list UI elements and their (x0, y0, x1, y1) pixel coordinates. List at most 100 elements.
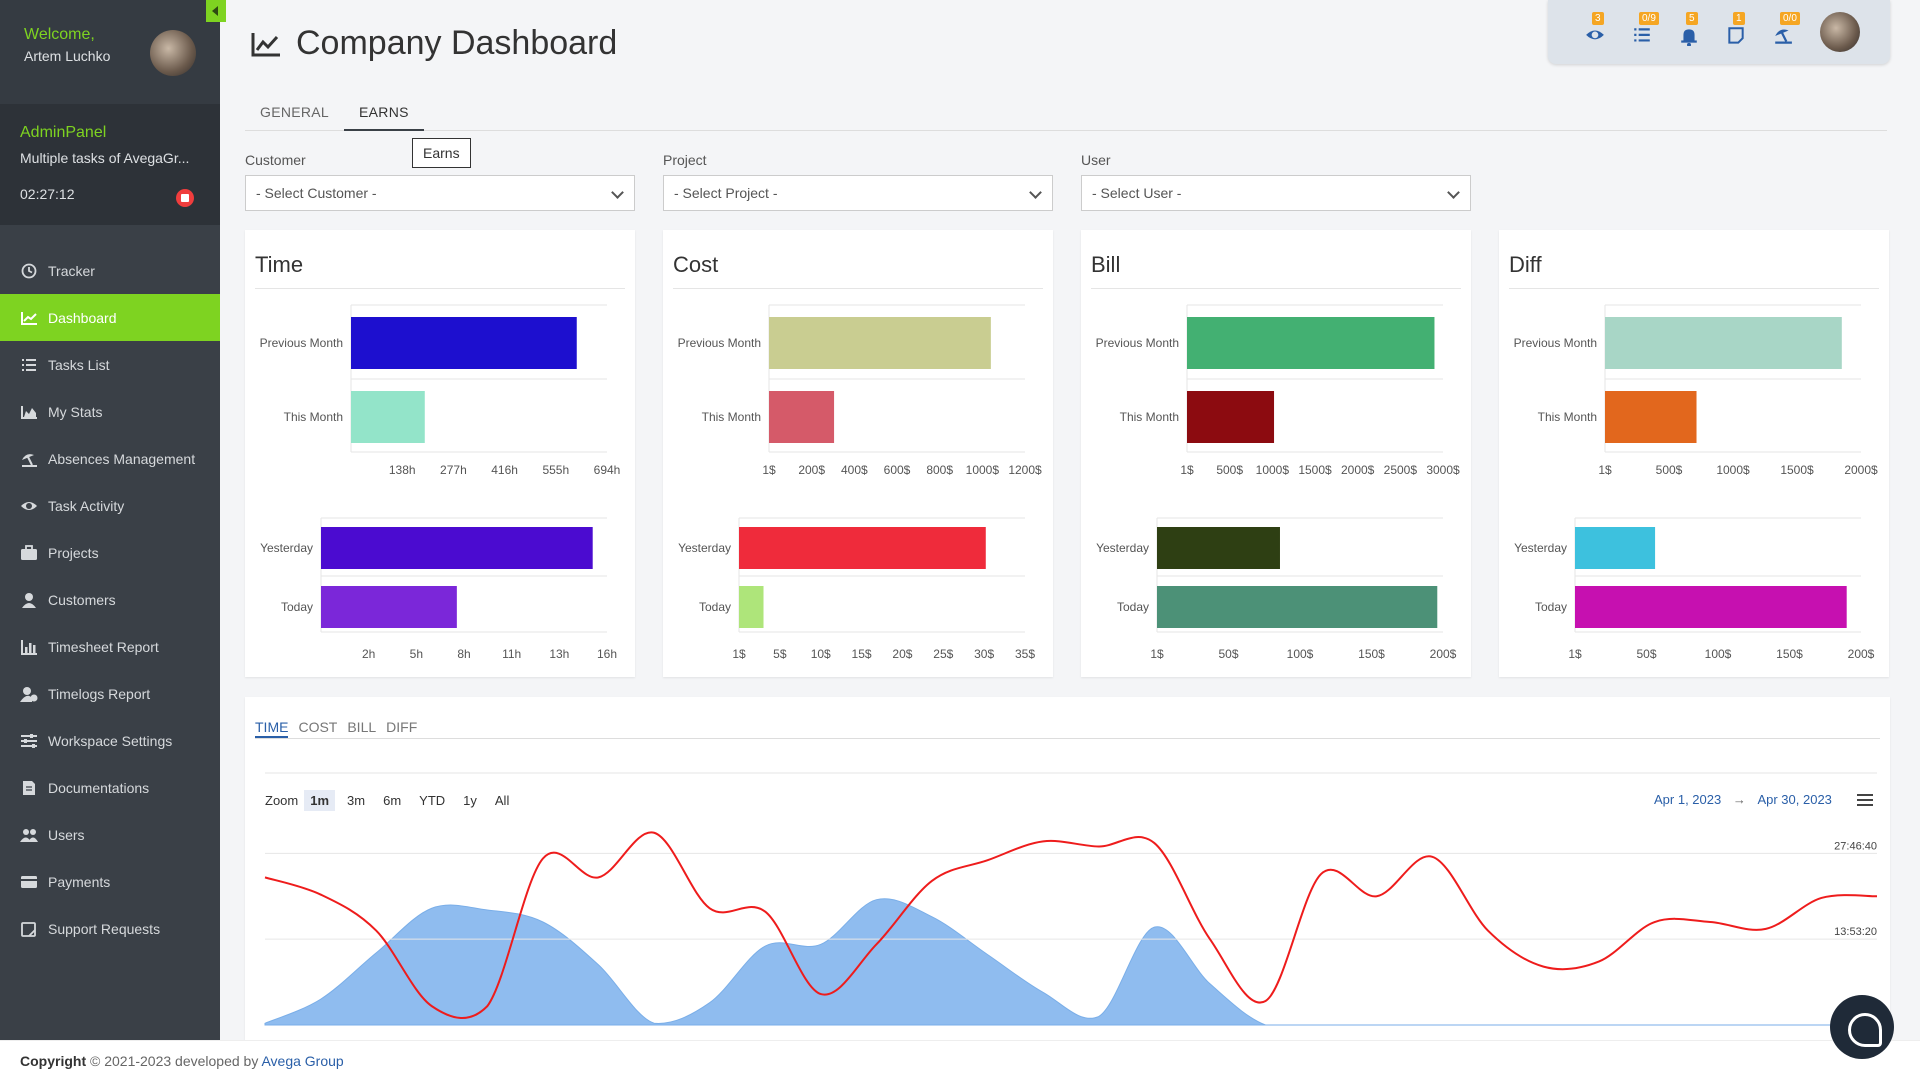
sidebar-item-tasks-list[interactable]: Tasks List (0, 341, 220, 388)
sidebar: Welcome, Artem Luchko AdminPanel Multipl… (0, 0, 220, 1040)
area-series[interactable] (264, 898, 1877, 1026)
zoom-all-button[interactable]: All (494, 793, 510, 808)
zoom-3m-button[interactable]: 3m (347, 793, 366, 808)
sidebar-item-timelogs-report[interactable]: Timelogs Report (0, 670, 220, 717)
tab-earns[interactable]: EARNS (344, 98, 424, 131)
notification-badge: 5 (1686, 12, 1698, 25)
card-bill: Bill Previous Month This Month 1$ 500$ 1000$ 1… (1081, 230, 1471, 677)
sidebar-item-support-requests[interactable]: Support Requests (0, 905, 220, 952)
top-bell-button[interactable]: 5 (1678, 12, 1702, 48)
customer-select[interactable]: - Select Customer - (245, 175, 635, 211)
bar-previous-month[interactable] (1605, 317, 1842, 369)
eye-icon (1586, 30, 1604, 40)
sidebar-item-payments[interactable]: Payments (0, 858, 220, 905)
bar-this-month[interactable] (1605, 391, 1697, 443)
bar-yesterday[interactable] (739, 527, 986, 569)
zoom-6m-button[interactable]: 6m (383, 793, 402, 808)
category-label: Today (1117, 600, 1149, 614)
category-label: Today (699, 600, 731, 614)
bar-today[interactable] (739, 586, 764, 628)
collapse-sidebar-button[interactable] (206, 0, 226, 22)
bar-today[interactable] (1157, 586, 1438, 628)
zoom-ytd-button[interactable]: YTD (419, 793, 446, 808)
tick-label: 1$ (762, 463, 776, 477)
tab-general[interactable]: GENERAL (260, 104, 330, 120)
sidebar-item-projects[interactable]: Projects (0, 529, 220, 576)
y-tick-label: 27:46:40 (1834, 840, 1877, 852)
top-eye-button[interactable]: 3 (1584, 12, 1608, 48)
area-chart-icon (20, 404, 38, 420)
sidebar-item-label: Users (48, 826, 85, 843)
chart-tab-bill[interactable]: BILL (347, 719, 377, 735)
bar-this-month[interactable] (769, 391, 835, 443)
tick-label: 200$ (798, 463, 825, 477)
project-select[interactable]: - Select Project - (663, 175, 1053, 211)
sidebar-item-tracker[interactable]: Tracker (0, 247, 220, 294)
sidebar-item-documentations[interactable]: Documentations (0, 764, 220, 811)
zoom-1y-button[interactable]: 1y (463, 793, 477, 808)
chart-tab-time[interactable]: TIME (255, 719, 289, 738)
card-title: Time (255, 252, 304, 277)
tick-label: 277h (440, 463, 467, 477)
active-task-name[interactable]: Multiple tasks of AvegaGr... (20, 150, 190, 166)
eye-icon (20, 498, 38, 514)
date-from[interactable]: Apr 1, 2023 (1654, 792, 1722, 807)
tick-label: 100$ (1287, 647, 1314, 661)
top-umbrella-beach-button[interactable]: 0/0 (1772, 12, 1800, 48)
stop-timer-button[interactable] (176, 189, 194, 207)
tick-label: 3000$ (1426, 463, 1460, 477)
sidebar-item-absences-management[interactable]: Absences Management (0, 435, 220, 482)
avatar[interactable] (1820, 12, 1860, 52)
sidebar-item-label: Timelogs Report (48, 685, 151, 702)
chat-button[interactable] (1830, 995, 1894, 1059)
card-title: Diff (1509, 252, 1542, 277)
top-task-list-button[interactable]: 0/9 (1631, 12, 1659, 48)
document-icon (20, 780, 38, 796)
sidebar-item-label: Absences Management (48, 450, 196, 467)
date-range: Apr 1, 2023 → Apr 30, 2023 (1650, 792, 1836, 807)
tick-label: 2000$ (1844, 463, 1878, 477)
bar-this-month[interactable] (351, 391, 425, 443)
tick-label: 1000$ (966, 463, 1000, 477)
tick-label: 800$ (926, 463, 953, 477)
sidebar-item-workspace-settings[interactable]: Workspace Settings (0, 717, 220, 764)
tick-label: 1$ (1568, 647, 1582, 661)
bar-yesterday[interactable] (321, 527, 593, 569)
user-select[interactable]: - Select User - (1081, 175, 1471, 211)
sidebar-item-customers[interactable]: Customers (0, 576, 220, 623)
tick-label: 11h (502, 647, 521, 661)
tick-label: 100$ (1705, 647, 1732, 661)
sidebar-item-my-stats[interactable]: My Stats (0, 388, 220, 435)
bar-today[interactable] (1575, 586, 1847, 628)
bar-previous-month[interactable] (351, 317, 577, 369)
bar-this-month[interactable] (1187, 391, 1275, 443)
sidebar-item-task-activity[interactable]: Task Activity (0, 482, 220, 529)
bar-today[interactable] (321, 586, 457, 628)
sidebar-nav: Tracker Dashboard Tasks List My Stats Absenc… (0, 247, 220, 952)
footer-link[interactable]: Avega Group (261, 1053, 344, 1069)
bar-previous-month[interactable] (1187, 317, 1435, 369)
bar-previous-month[interactable] (769, 317, 991, 369)
sidebar-item-timesheet-report[interactable]: Timesheet Report (0, 623, 220, 670)
hamburger-menu-icon[interactable] (1857, 793, 1873, 807)
admin-panel-title[interactable]: AdminPanel (20, 124, 107, 141)
top-note-button[interactable]: 1 (1725, 12, 1749, 48)
tick-label: 200$ (1848, 647, 1875, 661)
clock-icon (20, 263, 38, 279)
sidebar-item-dashboard[interactable]: Dashboard (0, 294, 220, 341)
bar-yesterday[interactable] (1157, 527, 1280, 569)
avatar[interactable] (150, 30, 196, 76)
sidebar-item-label: Customers (48, 591, 116, 608)
tab-tooltip: Earns (412, 138, 471, 168)
chart-tab-cost[interactable]: COST (298, 719, 338, 735)
date-to[interactable]: Apr 30, 2023 (1757, 792, 1832, 807)
bar-yesterday[interactable] (1575, 527, 1656, 569)
chart-line-icon (20, 310, 38, 326)
chart-tabs: TIME COST BILL DIFF (255, 719, 1880, 739)
zoom-1m-button[interactable]: 1m (304, 790, 336, 811)
chart-tab-diff[interactable]: DIFF (386, 719, 418, 735)
sidebar-item-users[interactable]: Users (0, 811, 220, 858)
line-series[interactable] (264, 831, 1878, 1020)
tick-label: 15$ (852, 647, 872, 661)
tick-label: 50$ (1636, 647, 1656, 661)
